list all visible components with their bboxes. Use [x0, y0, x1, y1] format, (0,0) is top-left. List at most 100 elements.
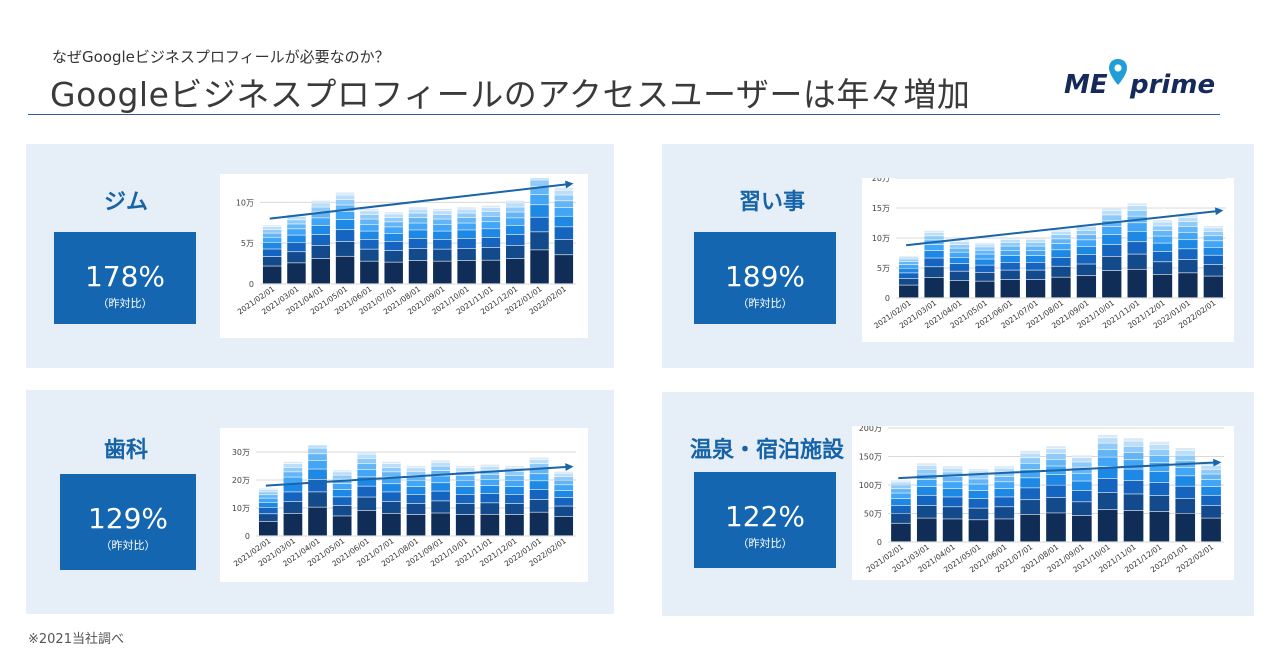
panel-lessons: 習い事 189% （昨対比） 0 5万 10万 15万 20万 2021/02/01 202… [662, 144, 1254, 368]
bar-stack [554, 187, 574, 284]
bar-segment [481, 216, 501, 222]
bar-segment [357, 469, 377, 477]
bar-segment [287, 252, 306, 263]
bar-segment [924, 232, 944, 236]
bar-segment [1152, 236, 1173, 243]
bar-stack [1020, 450, 1040, 542]
bar-segment [1097, 449, 1118, 457]
bar-segment [283, 492, 303, 502]
bar-segment [916, 518, 937, 542]
bar-stack [916, 463, 937, 542]
stacked-bar-chart: 05万10万2021/02/012021/03/012021/04/012021… [236, 178, 576, 316]
bar-segment [1076, 226, 1097, 231]
bar-stack [899, 256, 919, 298]
bar-segment [1201, 474, 1221, 480]
bar-segment [332, 484, 352, 490]
growth-rate-note: （昨対比） [737, 537, 793, 550]
bar-segment [1149, 444, 1170, 450]
bar-segment [457, 260, 476, 284]
bar-segment [481, 237, 501, 248]
bar-segment [1076, 230, 1097, 235]
bar-segment [433, 214, 452, 219]
bar-stack [530, 178, 549, 284]
bar-segment [505, 494, 524, 504]
bar-segment [258, 489, 278, 492]
bar-segment [942, 482, 963, 489]
bar-segment [455, 475, 475, 481]
bar-segment [1152, 220, 1173, 222]
bar-stack [1203, 226, 1223, 298]
bar-segment [431, 460, 450, 463]
bar-stack [1046, 446, 1066, 542]
bar-segment [433, 239, 452, 249]
panel-label: ジム [103, 190, 148, 215]
bar-segment [899, 278, 919, 285]
bar-segment [1000, 246, 1020, 250]
bar-stack [1127, 203, 1147, 298]
bar-segment [1025, 242, 1046, 246]
trend-arrow-line [265, 465, 570, 487]
bar-segment [1000, 242, 1020, 246]
bar-segment [1076, 264, 1097, 276]
chart-card: 0 5万 10万 15万 20万 2021/02/01 2021/03/01 2021/04/… [862, 178, 1234, 342]
bar-segment [1020, 469, 1040, 478]
bar-segment [283, 464, 303, 468]
bar-segment [332, 497, 352, 506]
bar-segment [949, 242, 970, 245]
y-tick-label: 150万 [859, 453, 882, 462]
panel-label: 温泉・宿泊施設 [689, 438, 844, 463]
bar-segment [554, 255, 574, 284]
bar-stack [1051, 229, 1071, 298]
bar-segment [382, 461, 401, 464]
bar-segment [942, 497, 963, 507]
bar-segment [457, 217, 476, 223]
bar-segment [1046, 513, 1066, 542]
bar-segment [1123, 460, 1144, 469]
bar-stack [481, 205, 501, 284]
bar-segment [942, 468, 963, 472]
bar-stack [968, 469, 989, 542]
bar-segment [481, 247, 501, 260]
bar-segment [1046, 453, 1066, 460]
bar-segment [1102, 208, 1122, 211]
bar-segment [1020, 488, 1040, 500]
bar-segment [262, 237, 282, 243]
bar-segment [287, 220, 306, 224]
bar-segment [382, 513, 401, 536]
bar-stack [283, 461, 303, 536]
bar-segment [505, 212, 525, 218]
bar-segment [480, 474, 500, 479]
bar-segment [942, 488, 963, 497]
bar-segment [360, 224, 379, 231]
bar-segment [975, 265, 995, 273]
bar-segment [975, 281, 995, 298]
bar-segment [431, 470, 450, 476]
bar-stack [258, 488, 278, 536]
bar-segment [891, 489, 911, 493]
bar-segment [530, 217, 549, 232]
bar-segment [1152, 262, 1173, 274]
bar-segment [1127, 231, 1147, 242]
bar-segment [357, 454, 377, 459]
bar-segment [480, 503, 500, 514]
chart-card: 0 10万 20万 30万 2021/02/01 2021/03/01 2021/04/01… [220, 428, 588, 582]
bar-segment [968, 508, 989, 520]
y-tick-label: 10万 [232, 504, 250, 513]
bar-segment [311, 212, 331, 218]
bar-segment [949, 257, 970, 264]
bar-segment [311, 234, 331, 246]
bar-segment [505, 234, 525, 246]
bar-segment [530, 180, 549, 187]
bar-segment [335, 199, 355, 205]
bar-segment [283, 484, 303, 492]
bar-segment [916, 495, 937, 506]
bar-segment [968, 498, 989, 508]
bar-segment [357, 458, 377, 464]
bar-segment [949, 280, 970, 298]
trend-arrow-line [906, 209, 1220, 247]
bar-segment [1102, 210, 1122, 215]
growth-rate-note: （昨対比） [737, 297, 793, 310]
bar-segment [949, 245, 970, 248]
bar-segment [505, 203, 525, 207]
bar-segment [1149, 441, 1170, 445]
